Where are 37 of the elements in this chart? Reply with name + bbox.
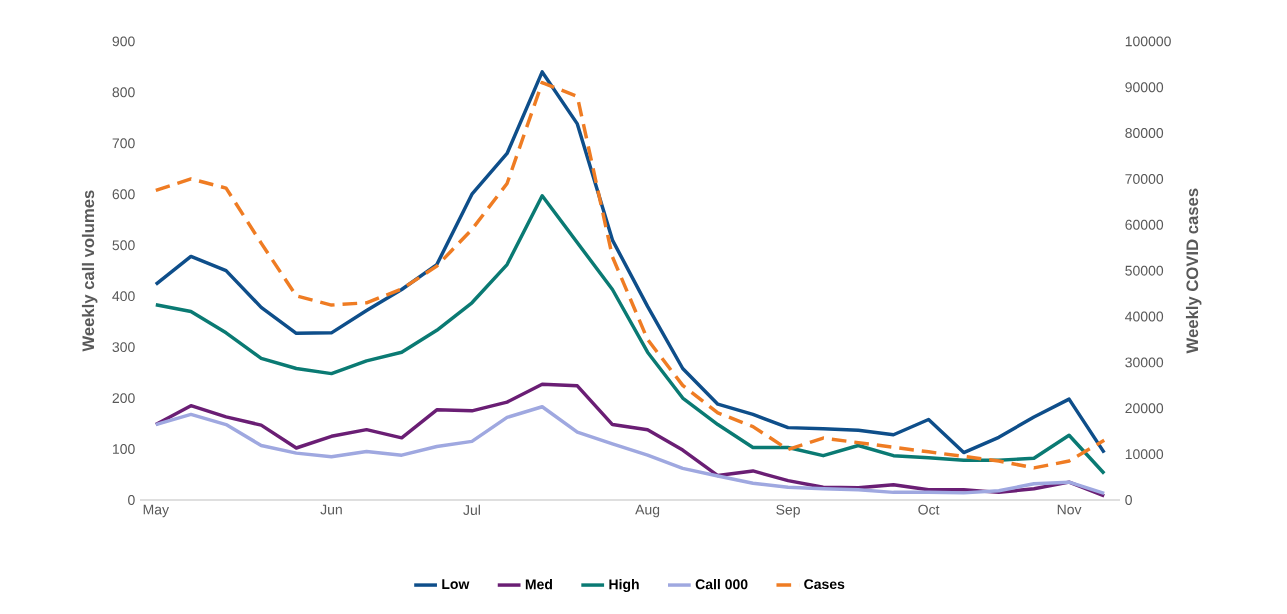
y-tick-label: 200 — [112, 393, 135, 404]
y2-tick-label: 60000 — [1125, 219, 1164, 230]
y-tick-label: 400 — [112, 291, 135, 302]
y-tick-label: 100 — [113, 444, 135, 454]
legend-label: Call 000 — [695, 578, 748, 590]
y-tick-label: 0 — [128, 495, 135, 505]
y2-tick-label: 20000 — [1125, 403, 1164, 414]
x-tick-label: Sep — [776, 504, 800, 518]
y-tick-label: 600 — [112, 189, 135, 200]
x-tick-label: Oct — [918, 504, 940, 515]
legend-label: High — [609, 578, 639, 593]
y-tick-label: 300 — [112, 342, 135, 353]
y-tick-label: 500 — [112, 240, 135, 251]
y2-tick-label: 90000 — [1125, 82, 1164, 93]
x-tick-label: Jun — [320, 504, 342, 515]
y-tick-label: 700 — [112, 138, 135, 149]
legend-label: Cases — [804, 579, 845, 590]
y2-tick-label: 100000 — [1125, 36, 1171, 47]
y2-tick-label: 0 — [1125, 495, 1132, 505]
legend-label: Med — [525, 578, 552, 590]
y2-tick-label: 40000 — [1125, 311, 1164, 322]
x-tick-label: Aug — [635, 504, 660, 518]
y-axis-title: Weekly call volumes — [81, 190, 98, 352]
y2-tick-label: 70000 — [1125, 173, 1164, 184]
line-series — [154, 382, 1106, 498]
y2-tick-label: 30000 — [1125, 357, 1164, 368]
y-tick-label: 800 — [112, 87, 135, 98]
legend-label: Low — [442, 579, 470, 590]
y2-tick-label: 50000 — [1125, 265, 1164, 276]
y2-tick-label: 10000 — [1125, 449, 1164, 460]
x-tick-label: May — [143, 504, 169, 518]
y2-tick-label: 80000 — [1125, 128, 1164, 139]
x-tick-label: Jul — [463, 504, 480, 515]
line-series — [154, 405, 1106, 496]
x-tick-label: Nov — [1057, 504, 1082, 515]
y-tick-label: 900 — [112, 36, 135, 47]
y2-axis-title: Weekly COVID cases — [1185, 188, 1202, 354]
